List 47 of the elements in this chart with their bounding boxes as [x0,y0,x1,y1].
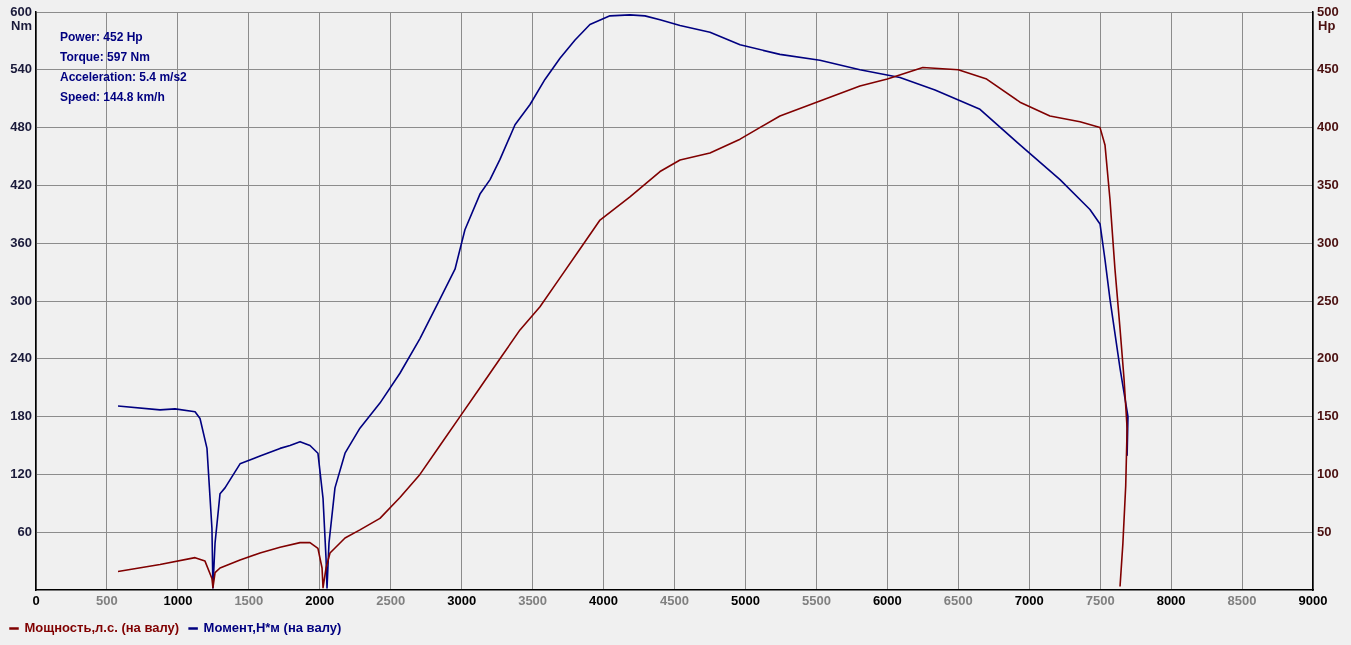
x-tick-label: 7500 [1085,593,1115,609]
y2-tick-label: 250 [1317,292,1339,308]
y-tick-label: 180 [10,408,32,424]
y-tick-label: 60 [17,523,32,539]
y-tick-label: 300 [10,292,32,308]
legend-label: Момент,Н*м (на валу) [203,620,342,636]
annotation: Power: 452 Hp [60,30,143,45]
x-tick-label: 5500 [801,593,831,609]
y2-tick-label: 100 [1317,465,1339,481]
y-tick-label: 540 [10,61,32,77]
annotation: Torque: 597 Nm [60,50,150,65]
y-tick-label: 240 [10,350,32,366]
x-tick-label: 8500 [1227,593,1257,609]
y-tick-label: 120 [10,465,32,481]
x-tick-label: 4500 [660,593,689,609]
y2-tick-label: 200 [1317,350,1339,366]
x-tick-label: 1500 [234,593,264,609]
x-tick-label: 9000 [1298,593,1328,609]
y2-tick-label: 500 [1317,3,1339,19]
annotation: Acceleration: 5.4 m/s2 [60,70,188,85]
y-tick-label: 480 [10,119,32,135]
x-tick-label: 500 [96,593,118,609]
y2-tick-label: 150 [1317,408,1339,424]
x-tick-label: 2000 [305,593,335,609]
x-tick-label: 8000 [1156,593,1186,609]
y-tick-label: 360 [10,234,32,250]
y-tick-label: 420 [10,176,32,192]
y2-axis-title: Hp [1318,18,1336,34]
y2-tick-label: 450 [1317,61,1339,77]
y-tick-label: 600 [10,3,32,19]
legend-label: Мощность,л.с. (на валу) [24,620,180,636]
x-tick-label: 3500 [518,593,548,609]
y-axis-title: Nm [11,18,32,34]
y2-tick-label: 50 [1317,523,1332,539]
x-tick-label: 2500 [376,593,406,609]
y2-tick-label: 300 [1317,234,1339,250]
y2-tick-label: 400 [1317,119,1339,135]
x-tick-label: 5000 [730,593,760,609]
x-tick-label: 6000 [872,593,902,609]
x-tick-label: 3000 [447,593,477,609]
annotation: Speed: 144.8 km/h [60,90,165,105]
x-tick-label: 6500 [943,593,973,609]
x-tick-label: 0 [32,593,40,609]
x-tick-label: 4000 [589,593,619,609]
x-tick-label: 7000 [1014,593,1044,609]
y2-tick-label: 350 [1317,176,1339,192]
x-tick-label: 1000 [163,593,193,609]
